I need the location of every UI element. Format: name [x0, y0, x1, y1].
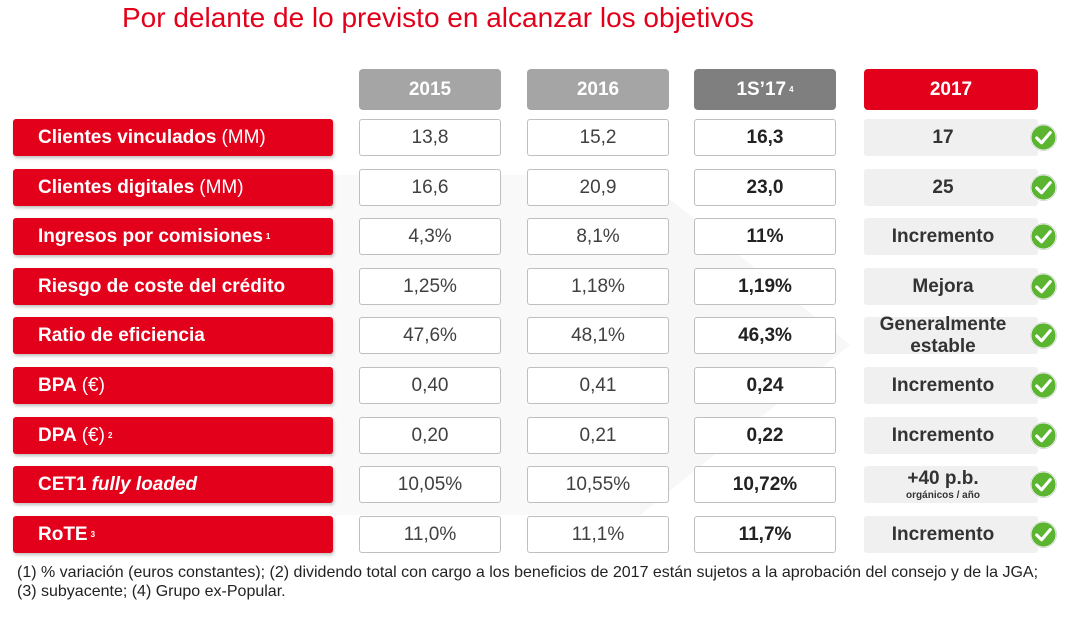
target-line-1: Generalmente — [879, 313, 1007, 335]
row-label-unit: (€) — [81, 374, 105, 396]
row-label-text: Clientes digitales — [38, 176, 195, 198]
cell-2015: 11,0% — [359, 516, 501, 553]
cell-2015: 0,40 — [359, 367, 501, 404]
cell-2015: 10,05% — [359, 466, 501, 503]
cell-2016: 0,21 — [527, 417, 669, 454]
target-line-2: estable — [910, 335, 976, 357]
cell-1s17: 0,24 — [694, 367, 836, 404]
cell-2015: 1,25% — [359, 268, 501, 305]
header-2015: 2015 — [359, 69, 501, 110]
row-label: Ingresos por comisiones 1 — [13, 218, 333, 255]
row-label-text: BPA — [38, 374, 77, 396]
row-label-text: Riesgo de coste del crédito — [38, 275, 286, 297]
cell-2015: 4,3% — [359, 218, 501, 255]
cell-1s17: 16,3 — [694, 119, 836, 156]
row-label: Ratio de eficiencia — [13, 317, 333, 354]
row-label: RoTE 3 — [13, 516, 333, 553]
cell-2016: 15,2 — [527, 119, 669, 156]
row-label-footnote-marker: 1 — [265, 232, 271, 241]
page-title: Por delante de lo previsto en alcanzar l… — [122, 2, 754, 33]
table-row-rote: RoTE 3 11,0% 11,1% 11,7% Incremento — [0, 516, 1070, 553]
cell-2017-target: Generalmente estable — [864, 313, 1038, 357]
header-1s17: 1S’17 4 — [694, 69, 836, 110]
row-label-text: DPA — [38, 424, 77, 446]
check-circle-icon — [1029, 421, 1058, 450]
cell-2015: 47,6% — [359, 317, 501, 354]
row-label: Clientes digitales (MM) — [13, 169, 333, 206]
table-row-bpa: BPA (€) 0,40 0,41 0,24 Incremento — [0, 367, 1070, 404]
row-label-text: Ratio de eficiencia — [38, 324, 205, 346]
cell-2017-target: Incremento — [864, 218, 1038, 255]
table-row-ratio-eficiencia: Ratio de eficiencia 47,6% 48,1% 46,3% Genera… — [0, 313, 1070, 357]
cell-1s17: 23,0 — [694, 169, 836, 206]
cell-1s17: 0,22 — [694, 417, 836, 454]
check-circle-icon — [1029, 222, 1058, 251]
header-2017: 2017 — [864, 69, 1038, 110]
row-label-unit: (€) — [81, 424, 105, 446]
cell-2016: 0,41 — [527, 367, 669, 404]
row-label-unit: (MM) — [199, 176, 244, 198]
cell-2016: 8,1% — [527, 218, 669, 255]
table-row-dpa: DPA (€) 2 0,20 0,21 0,22 Incremento — [0, 417, 1070, 454]
table-row-clientes-digitales: Clientes digitales (MM) 16,6 20,9 23,0 25 — [0, 169, 1070, 206]
cell-2016: 10,55% — [527, 466, 669, 503]
target-line-2: orgánicos / año — [906, 489, 980, 501]
table-row-clientes-vinculados: Clientes vinculados (MM) 13,8 15,2 16,3 17 — [0, 119, 1070, 156]
header-2016: 2016 — [527, 69, 669, 110]
cell-2017-target: Incremento — [864, 417, 1038, 454]
check-circle-icon — [1029, 470, 1058, 499]
cell-2016: 48,1% — [527, 317, 669, 354]
cell-2016: 11,1% — [527, 516, 669, 553]
cell-2017-target: Incremento — [864, 367, 1038, 404]
table-row-riesgo-coste-credito: Riesgo de coste del crédito 1,25% 1,18% 1,1… — [0, 268, 1070, 305]
check-circle-icon — [1029, 371, 1058, 400]
cell-2016: 20,9 — [527, 169, 669, 206]
cell-2015: 16,6 — [359, 169, 501, 206]
table-row-ingresos-comisiones: Ingresos por comisiones 1 4,3% 8,1% 11% Incre… — [0, 218, 1070, 255]
cell-1s17: 10,72% — [694, 466, 836, 503]
check-circle-icon — [1029, 272, 1058, 301]
row-label-footnote-marker: 2 — [107, 431, 113, 440]
row-label-text: CET1 — [38, 473, 87, 495]
row-label-text: Clientes vinculados — [38, 126, 217, 148]
row-label: Clientes vinculados (MM) — [13, 119, 333, 156]
cell-2015: 0,20 — [359, 417, 501, 454]
row-label: DPA (€) 2 — [13, 417, 333, 454]
check-circle-icon — [1029, 520, 1058, 549]
check-circle-icon — [1029, 123, 1058, 152]
cell-2017-target: Mejora — [864, 268, 1038, 305]
cell-1s17: 11% — [694, 218, 836, 255]
cell-2017-target: Incremento — [864, 516, 1038, 553]
check-circle-icon — [1029, 321, 1058, 350]
row-label-unit: (MM) — [221, 126, 266, 148]
row-label-text: Ingresos por comisiones — [38, 225, 263, 247]
row-label: Riesgo de coste del crédito — [13, 268, 333, 305]
header-footnote-marker: 4 — [789, 85, 794, 94]
cell-2015: 13,8 — [359, 119, 501, 156]
cell-2017-target: 17 — [864, 119, 1038, 156]
row-label-text: RoTE — [38, 523, 88, 545]
row-label-italic: fully loaded — [91, 473, 198, 495]
row-label: CET1 fully loaded — [13, 466, 333, 503]
target-line-1: +40 p.b. — [907, 467, 979, 489]
cell-2017-target: +40 p.b. orgánicos / año — [864, 466, 1038, 503]
cell-2016: 1,18% — [527, 268, 669, 305]
check-circle-icon — [1029, 173, 1058, 202]
cell-2017-target: 25 — [864, 169, 1038, 206]
cell-1s17: 11,7% — [694, 516, 836, 553]
footnote: (1) % variación (euros constantes); (2) … — [17, 564, 1039, 600]
cell-1s17: 46,3% — [694, 317, 836, 354]
table-row-cet1-fully-loaded: CET1 fully loaded 10,05% 10,55% 10,72% +40 p.… — [0, 466, 1070, 503]
row-label-footnote-marker: 3 — [90, 530, 96, 539]
row-label: BPA (€) — [13, 367, 333, 404]
cell-1s17: 1,19% — [694, 268, 836, 305]
